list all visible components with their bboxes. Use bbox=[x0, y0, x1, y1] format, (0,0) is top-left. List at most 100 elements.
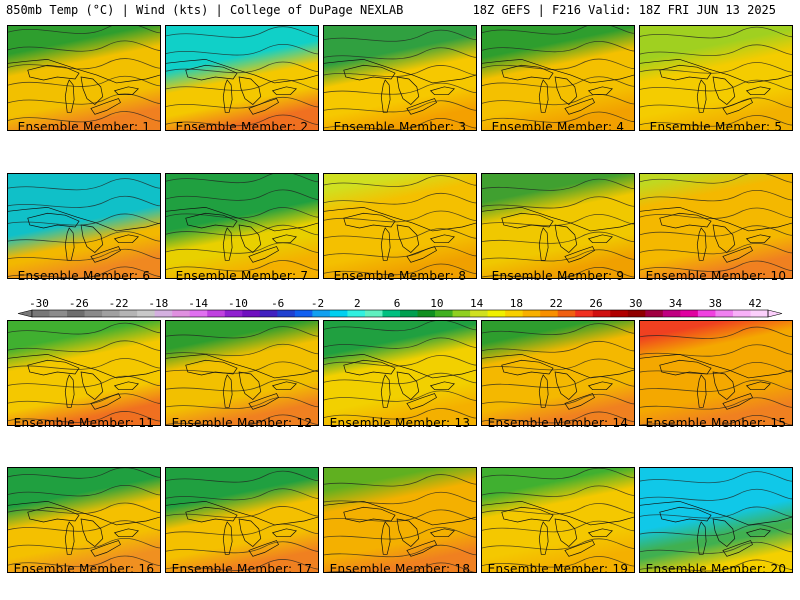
great-lakes-outline bbox=[8, 207, 160, 263]
great-lakes-outline bbox=[640, 501, 792, 557]
temperature-field bbox=[482, 468, 634, 572]
temperature-field bbox=[166, 468, 318, 572]
ensemble-member-label: Ensemble Member: 19 bbox=[487, 562, 629, 576]
height-contours bbox=[166, 26, 318, 127]
colorbar-segment bbox=[259, 310, 278, 317]
colorbar-left-arrow bbox=[17, 309, 33, 318]
colorbar-right-arrow bbox=[767, 309, 783, 318]
great-lakes-outline bbox=[482, 501, 634, 557]
ensemble-map-panel bbox=[7, 320, 161, 426]
colorbar-segment bbox=[242, 310, 261, 317]
colorbar-segment bbox=[732, 310, 751, 317]
colorbar-segment bbox=[610, 310, 629, 317]
ensemble-member-label: Ensemble Member: 3 bbox=[333, 120, 467, 134]
ensemble-map-panel bbox=[323, 467, 477, 573]
ensemble-member-label: Ensemble Member: 12 bbox=[171, 416, 313, 430]
great-lakes-outline bbox=[8, 59, 160, 115]
ensemble-map-panel bbox=[165, 467, 319, 573]
colorbar-segment bbox=[224, 310, 243, 317]
ensemble-map-panel bbox=[165, 25, 319, 131]
great-lakes-outline bbox=[8, 501, 160, 557]
colorbar-tick-label: 34 bbox=[669, 297, 683, 310]
ensemble-member-label: Ensemble Member: 8 bbox=[333, 269, 467, 283]
colorbar-segment bbox=[417, 310, 436, 317]
great-lakes-outline bbox=[324, 207, 476, 263]
colorbar-tick-label: -6 bbox=[271, 297, 284, 310]
colorbar-tick-label: -26 bbox=[69, 297, 89, 310]
colorbar-segment bbox=[557, 310, 576, 317]
colorbar-segment bbox=[452, 310, 471, 317]
temperature-map bbox=[166, 468, 318, 572]
ensemble-map-panel bbox=[481, 320, 635, 426]
colorbar-tick-label: -10 bbox=[228, 297, 248, 310]
colorbar-segment bbox=[154, 310, 173, 317]
great-lakes-outline bbox=[166, 59, 318, 115]
temperature-map bbox=[640, 468, 792, 572]
colorbar-segment bbox=[32, 310, 50, 317]
colorbar-segment bbox=[119, 310, 138, 317]
ensemble-member-label: Ensemble Member: 17 bbox=[171, 562, 313, 576]
temperature-map bbox=[640, 321, 792, 425]
height-contours bbox=[482, 26, 634, 123]
height-contours bbox=[324, 175, 476, 276]
ensemble-member-label: Ensemble Member: 6 bbox=[17, 269, 151, 283]
great-lakes-outline bbox=[166, 207, 318, 263]
colorbar-segment bbox=[662, 310, 681, 317]
height-contours bbox=[482, 178, 634, 278]
ensemble-map-panel bbox=[323, 25, 477, 131]
height-contours bbox=[640, 471, 792, 572]
temperature-field bbox=[640, 26, 792, 130]
temperature-field bbox=[324, 26, 476, 130]
colorbar-segment bbox=[645, 310, 664, 317]
colorbar-tick-label: 10 bbox=[430, 297, 443, 310]
temperature-map bbox=[8, 26, 160, 130]
ensemble-map-panel bbox=[639, 467, 793, 573]
colorbar-segment bbox=[522, 310, 541, 317]
great-lakes-outline bbox=[324, 501, 476, 557]
colorbar-segment bbox=[49, 310, 68, 317]
ensemble-member-label: Ensemble Member: 18 bbox=[329, 562, 471, 576]
colorbar-segment bbox=[592, 310, 611, 317]
temperature-field bbox=[640, 321, 792, 425]
ensemble-member-label: Ensemble Member: 15 bbox=[645, 416, 787, 430]
ensemble-map-panel bbox=[7, 173, 161, 279]
height-contours bbox=[640, 326, 792, 425]
colorbar-segment bbox=[137, 310, 156, 317]
colorbar-segment bbox=[364, 310, 383, 317]
great-lakes-outline bbox=[640, 59, 792, 115]
height-contours bbox=[482, 323, 634, 424]
colorbar-segment bbox=[294, 310, 313, 317]
temperature-field bbox=[640, 174, 792, 278]
temperature-field bbox=[482, 321, 634, 425]
ensemble-member-label: Ensemble Member: 2 bbox=[175, 120, 309, 134]
colorbar-segment bbox=[172, 310, 191, 317]
height-contours bbox=[166, 326, 318, 425]
colorbar-tick-label: 14 bbox=[470, 297, 484, 310]
temperature-map bbox=[640, 174, 792, 278]
temperature-map bbox=[324, 468, 476, 572]
ensemble-map-panel bbox=[323, 173, 477, 279]
ensemble-map-panel bbox=[323, 320, 477, 426]
ensemble-member-label: Ensemble Member: 1 bbox=[17, 120, 151, 134]
colorbar-tick-label: -14 bbox=[188, 297, 208, 310]
colorbar-segment bbox=[189, 310, 208, 317]
temperature-field bbox=[8, 468, 160, 572]
height-contours bbox=[324, 474, 476, 572]
ensemble-member-label: Ensemble Member: 20 bbox=[645, 562, 787, 576]
temperature-field bbox=[640, 468, 792, 572]
colorbar-segment bbox=[347, 310, 366, 317]
height-contours bbox=[8, 322, 160, 423]
colorbar-segment bbox=[715, 310, 734, 317]
header-left-title: 850mb Temp (°C) | Wind (kts) | College o… bbox=[6, 3, 404, 17]
ensemble-map-panel bbox=[481, 173, 635, 279]
colorbar-segment bbox=[697, 310, 716, 317]
colorbar-tick-label: 22 bbox=[550, 297, 563, 310]
ensemble-map-panel bbox=[639, 173, 793, 279]
colorbar-segment bbox=[312, 310, 331, 317]
colorbar-tick-label: 38 bbox=[709, 297, 722, 310]
height-contours bbox=[640, 174, 792, 272]
temperature-map bbox=[166, 26, 318, 130]
colorbar-segment bbox=[102, 310, 121, 317]
ensemble-map-panel bbox=[165, 320, 319, 426]
temperature-map bbox=[324, 321, 476, 425]
